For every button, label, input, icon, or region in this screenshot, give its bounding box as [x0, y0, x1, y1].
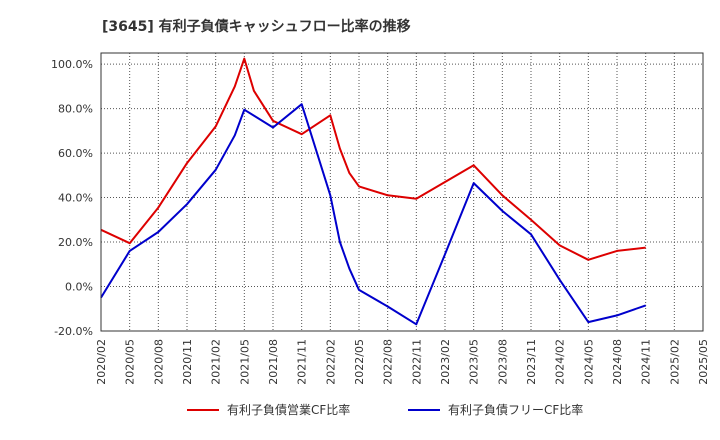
legend: 有利子負債営業CF比率 有利子負債フリーCF比率: [187, 402, 583, 417]
x-tick-label: 2025/05: [697, 339, 710, 385]
x-tick-label: 2023/02: [439, 339, 452, 385]
x-tick-label: 2025/02: [668, 339, 681, 385]
x-tick-label: 2021/08: [267, 339, 280, 385]
x-tick-label: 2024/11: [640, 339, 653, 385]
x-tick-label: 2020/11: [181, 339, 194, 385]
legend-label-2: 有利子負債フリーCF比率: [448, 402, 583, 417]
series-line-1: [100, 57, 646, 261]
y-tick-label: 0.0%: [65, 281, 93, 294]
legend-label-1: 有利子負債営業CF比率: [227, 402, 350, 417]
y-tick-label: -20.0%: [54, 325, 93, 338]
x-tick-label: 2020/02: [95, 339, 108, 385]
x-tick-label: 2024/08: [611, 339, 624, 385]
x-tick-label: 2021/11: [296, 339, 309, 385]
x-tick-label: 2022/08: [382, 339, 395, 385]
x-tick-label: 2024/02: [554, 339, 567, 385]
chart-title: [3645] 有利子負債キャッシュフロー比率の推移: [102, 18, 411, 35]
x-tick-label: 2023/08: [496, 339, 509, 385]
y-tick-label: 80.0%: [58, 103, 93, 116]
y-tick-label: 60.0%: [58, 147, 93, 160]
x-tick-label: 2020/08: [152, 339, 165, 385]
series-line-2: [100, 103, 647, 326]
x-tick-label: 2023/05: [468, 339, 481, 385]
x-tick-label: 2024/05: [582, 339, 595, 385]
y-tick-label: 20.0%: [58, 236, 93, 249]
y-tick-label: 40.0%: [58, 192, 93, 205]
grid: [100, 53, 704, 332]
y-tick-label: 100.0%: [51, 58, 93, 71]
x-tick-label: 2021/05: [238, 339, 251, 385]
x-tick-label: 2020/05: [124, 339, 137, 385]
plot-frame: [100, 52, 704, 332]
y-axis-ticks: 100.0% 80.0% 60.0% 40.0% 20.0% 0.0% -20.0%: [51, 58, 93, 338]
series-lines: [100, 57, 647, 326]
x-axis-ticks: 2020/02 2020/05 2020/08 2020/11 2021/02 2021/…: [95, 339, 710, 385]
x-tick-label: 2022/05: [353, 339, 366, 385]
x-tick-label: 2021/02: [210, 339, 223, 385]
x-tick-label: 2022/11: [410, 339, 423, 385]
x-tick-label: 2022/02: [324, 339, 337, 385]
x-tick-label: 2023/11: [525, 339, 538, 385]
